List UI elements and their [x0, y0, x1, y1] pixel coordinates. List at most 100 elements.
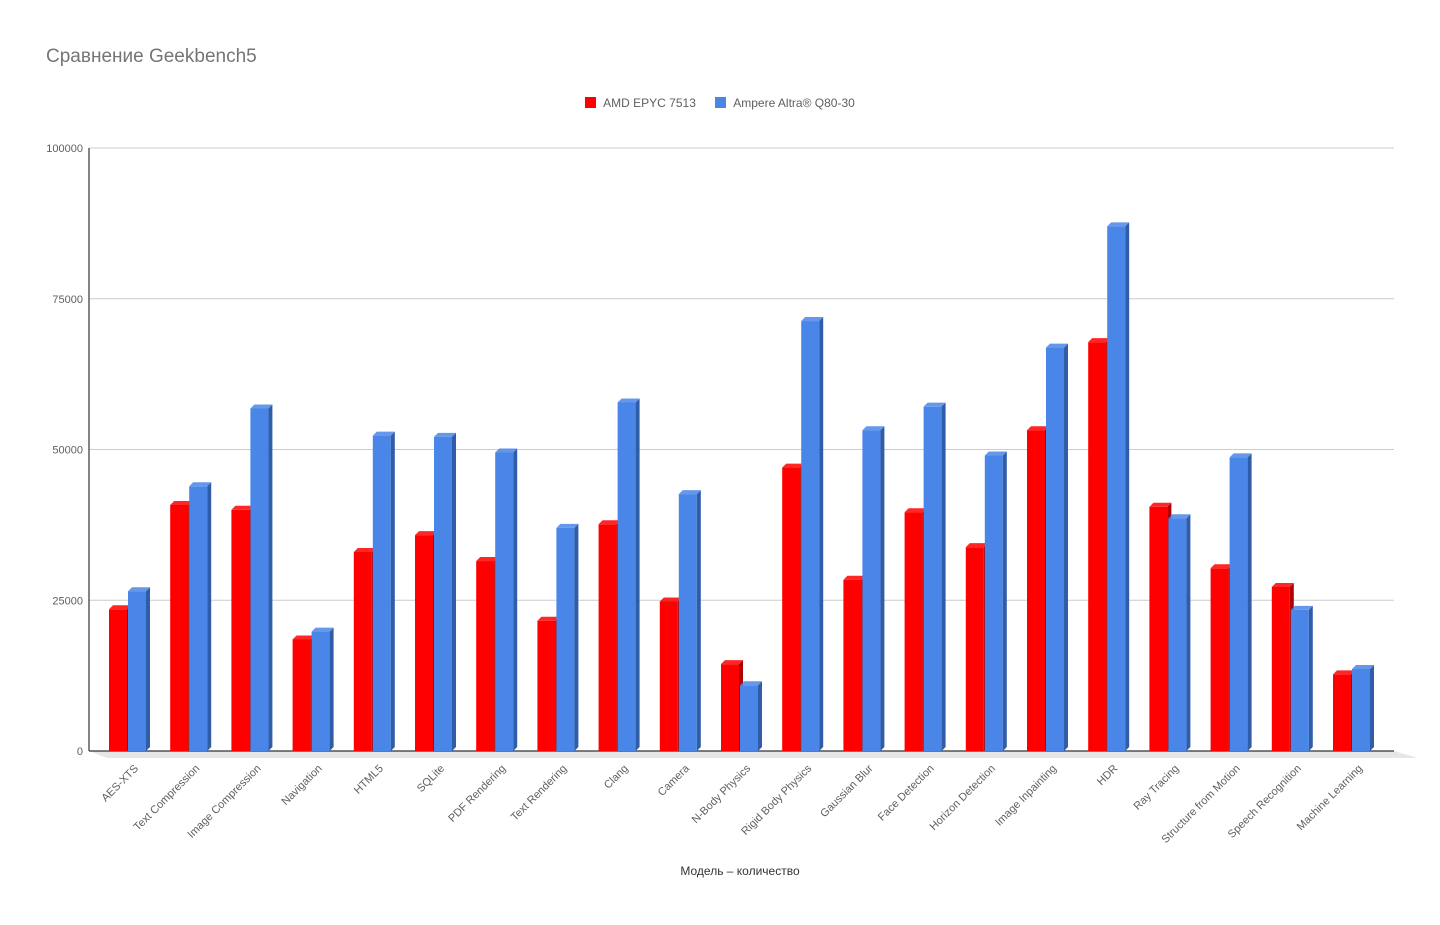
bar-top — [721, 660, 743, 665]
bar — [923, 406, 942, 751]
x-tick-label: AES-XTS — [99, 763, 141, 805]
bar-side — [1186, 514, 1191, 751]
bar-top — [189, 482, 212, 487]
bar-top — [1168, 514, 1191, 519]
bar-top — [434, 432, 456, 437]
bar-top — [1333, 670, 1355, 675]
bar-top — [1027, 426, 1049, 431]
bar — [782, 467, 801, 751]
bar-side — [880, 426, 885, 751]
y-tick-label: 50000 — [52, 445, 83, 457]
bar-side — [452, 432, 456, 751]
bar — [372, 435, 391, 751]
bar — [1229, 457, 1248, 751]
bar-top — [782, 463, 805, 468]
x-tick-label: HDR — [1095, 763, 1120, 788]
bar — [801, 321, 820, 751]
legend: AMD EPYC 7513 Ampere Altra® Q80-30 — [0, 96, 1440, 110]
chart-title: Сравнение Geekbench5 — [46, 46, 257, 67]
bar — [109, 609, 127, 751]
bar-side — [268, 404, 273, 751]
bar — [353, 552, 372, 751]
bar — [1333, 674, 1351, 751]
bar — [250, 408, 269, 751]
bar-side — [1308, 605, 1313, 751]
bar-top — [1290, 605, 1313, 610]
bar — [1027, 430, 1045, 751]
bar — [189, 486, 208, 751]
bar-top — [923, 402, 946, 407]
bar-top — [1352, 664, 1374, 669]
bar — [1149, 506, 1168, 751]
bar-top — [1271, 582, 1294, 587]
bar — [721, 664, 739, 751]
x-axis-title: Модель – количество — [680, 864, 800, 878]
bar — [415, 535, 433, 751]
bar — [678, 494, 697, 751]
bar-top — [1107, 222, 1130, 227]
bar — [1168, 518, 1187, 751]
bar-side — [1370, 664, 1374, 751]
bar-side — [207, 482, 212, 751]
bar-side — [1064, 343, 1068, 751]
bar — [1271, 586, 1290, 751]
bar-top — [537, 616, 560, 621]
bar — [843, 579, 862, 751]
bar — [904, 512, 923, 751]
y-tick-label: 75000 — [52, 294, 83, 306]
x-tick-label: N-Body Physics — [690, 762, 754, 826]
bar-side — [329, 627, 334, 751]
bar — [495, 452, 514, 751]
bar-top — [1046, 343, 1068, 348]
bar-top — [678, 490, 701, 495]
bar-top — [556, 523, 579, 528]
bar — [1210, 568, 1229, 751]
bar-top — [1210, 564, 1233, 569]
bar-top — [109, 605, 131, 610]
legend-item-ampere[interactable]: Ampere Altra® Q80-30 — [715, 96, 855, 110]
bar — [740, 685, 758, 751]
x-tick-label: Text Compression — [132, 763, 203, 834]
x-tick-label: HTML5 — [352, 763, 386, 797]
bar-top — [659, 597, 682, 602]
bar — [170, 504, 189, 751]
bar — [537, 620, 556, 751]
bar-side — [1125, 222, 1130, 751]
bar — [659, 601, 678, 751]
bar — [311, 631, 330, 751]
bar-top — [372, 431, 395, 436]
bar-side — [146, 587, 150, 751]
bar-top — [311, 627, 334, 632]
bar — [1352, 668, 1370, 751]
bar — [556, 527, 575, 751]
bar-top — [598, 520, 621, 525]
legend-swatch-ampere — [715, 97, 727, 108]
bar-side — [696, 490, 701, 751]
bar-top — [740, 681, 762, 686]
bar — [476, 561, 495, 751]
x-tick-label: Gaussian Blur — [818, 762, 876, 820]
bar-top — [495, 448, 518, 453]
bar — [1088, 342, 1107, 751]
x-tick-label: Ray Tracing — [1132, 763, 1182, 813]
x-tick-label: PDF Rendering — [446, 763, 508, 825]
bar-top — [1149, 502, 1172, 507]
bar — [617, 402, 636, 751]
bar-side — [390, 431, 395, 751]
x-tick-label: Text Rendering — [509, 763, 570, 824]
y-tick-label: 25000 — [52, 595, 83, 607]
x-tick-label: Horizon Detection — [928, 763, 998, 833]
bar — [1107, 226, 1126, 751]
legend-item-amd[interactable]: AMD EPYC 7513 — [585, 96, 696, 110]
bar-top — [476, 557, 499, 562]
legend-label-amd: AMD EPYC 7513 — [603, 96, 696, 110]
bar-top — [904, 508, 927, 513]
x-tick-label: Clang — [602, 763, 631, 792]
x-tick-label: SQLite — [415, 763, 447, 795]
bar — [434, 436, 452, 751]
bar-side — [1247, 453, 1252, 751]
bar-top — [862, 426, 885, 431]
bar-top — [128, 587, 150, 592]
bar-side — [635, 398, 640, 751]
